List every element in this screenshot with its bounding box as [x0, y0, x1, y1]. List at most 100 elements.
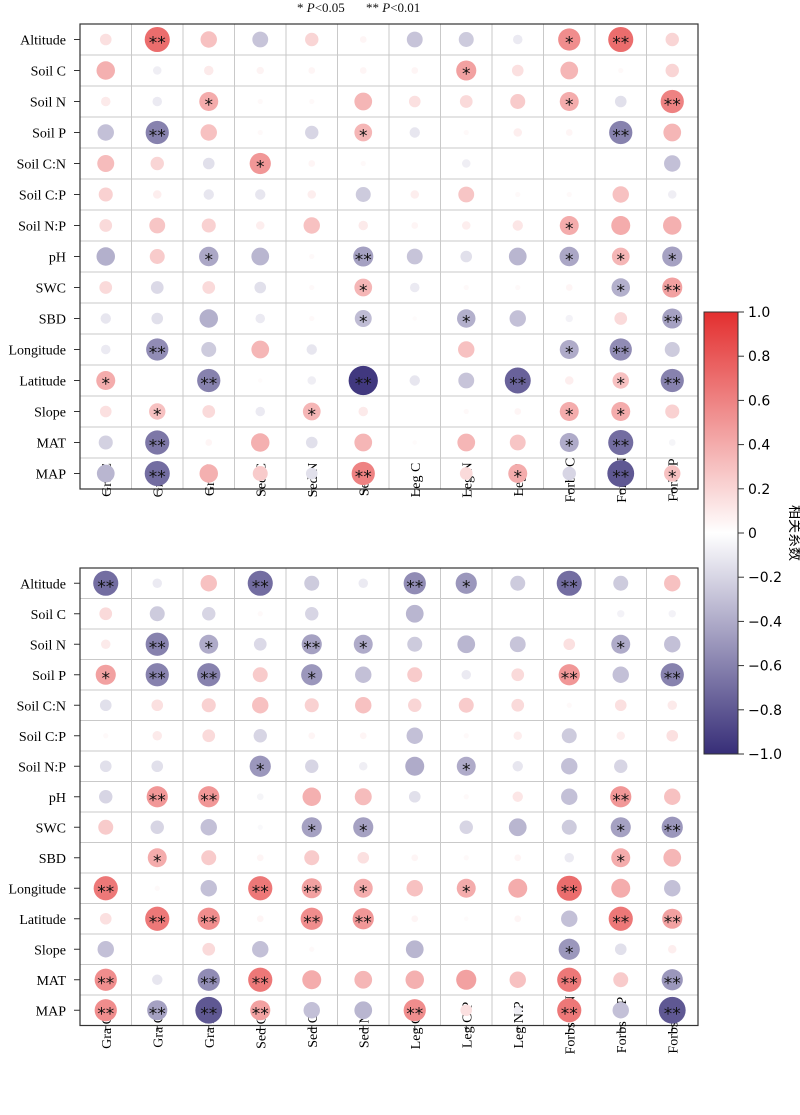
significance-mark: ** — [149, 669, 166, 689]
significance-mark: ** — [561, 882, 578, 902]
correlation-circle — [93, 876, 118, 901]
correlation-circle — [460, 1004, 473, 1017]
significance-mark: ** — [200, 1004, 217, 1024]
correlation-circle — [146, 786, 168, 808]
correlation-circle — [411, 222, 419, 229]
correlation-circle — [251, 340, 270, 359]
correlation-circle — [359, 36, 367, 43]
row-label: Soil C:N — [17, 158, 66, 173]
correlation-circle — [565, 129, 573, 136]
row-label: Soil P — [32, 669, 66, 684]
correlation-circle — [406, 727, 423, 744]
correlation-circle — [145, 430, 170, 455]
correlation-circle — [405, 970, 424, 989]
significance-mark: * — [205, 638, 214, 658]
significance-mark: ** — [303, 638, 320, 658]
correlation-circle — [405, 940, 424, 959]
correlation-circle — [458, 372, 475, 389]
correlation-circle — [200, 124, 217, 141]
correlation-circle — [151, 699, 164, 712]
colorbar-tick-label: −0.6 — [748, 659, 782, 675]
correlation-circle — [611, 634, 631, 654]
correlation-circle — [255, 313, 265, 324]
correlation-circle — [201, 698, 216, 713]
correlation-circle — [660, 89, 684, 114]
correlation-circle — [204, 65, 214, 76]
correlation-circle — [352, 908, 374, 930]
significance-mark: * — [668, 251, 677, 271]
heatmap-panel-2: Altitude Soil C Soil N Soil P Soil C:N Soil C… — [8, 567, 699, 1054]
correlation-circle — [510, 94, 526, 109]
correlation-circle — [514, 854, 522, 862]
correlation-circle — [564, 853, 574, 863]
correlation-circle — [556, 570, 582, 596]
significance-mark: * — [565, 406, 574, 426]
correlation-circle — [608, 906, 633, 931]
correlation-circle — [258, 378, 263, 383]
colorbar: 1.0 0.8 0.6 0.4 0.2 0 −0.2 −0.4 −0.6 −0.8 −1.0 相关系… — [703, 305, 800, 763]
correlation-circle — [99, 912, 112, 925]
colorbar-tick-label: 0.8 — [748, 349, 770, 365]
correlation-circle — [98, 819, 114, 835]
correlation-circle — [103, 733, 109, 739]
correlation-circle — [205, 439, 213, 446]
significance-mark: * — [617, 251, 626, 271]
significance-mark: ** — [664, 96, 681, 116]
correlation-circle — [98, 187, 113, 202]
correlation-circle — [611, 216, 631, 235]
correlation-circle — [512, 761, 523, 772]
correlation-circle — [460, 250, 473, 263]
significance-mark: * — [102, 375, 111, 395]
correlation-circle — [306, 344, 317, 355]
heatmap-panel-1: Altitude Soil C Soil N Soil P Soil C:N Soil C… — [8, 23, 699, 503]
row-label: Latitude — [19, 375, 66, 390]
correlation-circle — [617, 610, 625, 618]
correlation-circle — [93, 570, 119, 596]
correlation-circle — [145, 906, 170, 931]
row-label: Longitude — [8, 882, 66, 897]
significance-mark: * — [617, 638, 626, 658]
correlation-circle — [566, 191, 572, 198]
correlation-circle — [97, 155, 115, 172]
correlation-circle — [354, 970, 373, 989]
correlation-circle — [203, 189, 214, 200]
correlation-circle — [309, 253, 315, 260]
correlation-circle — [353, 817, 374, 838]
correlation-circle — [408, 790, 421, 803]
row-label: Latitude — [19, 913, 66, 928]
significance-mark: ** — [612, 468, 629, 488]
correlation-circle — [561, 758, 578, 775]
correlation-circle — [508, 818, 527, 837]
significance-mark: * — [359, 821, 368, 841]
correlation-circle — [145, 632, 169, 656]
correlation-circle — [457, 433, 476, 452]
correlation-circle — [355, 187, 371, 202]
significance-mark: * — [565, 437, 574, 457]
correlation-circle — [610, 786, 632, 808]
significance-mark: ** — [664, 1004, 681, 1024]
correlation-circle — [359, 732, 367, 740]
correlation-circle — [202, 405, 216, 418]
significance-mark: * — [565, 943, 574, 963]
correlation-circle — [152, 731, 162, 741]
correlation-circle — [664, 342, 680, 357]
correlation-circle — [202, 157, 215, 170]
significance-mark: ** — [149, 34, 166, 54]
correlation-circle — [463, 794, 469, 800]
correlation-circle — [94, 999, 117, 1022]
correlation-circle — [99, 790, 113, 804]
correlation-circle — [616, 731, 625, 740]
correlation-circle — [95, 664, 116, 685]
correlation-circle — [511, 64, 524, 77]
correlation-circle — [199, 464, 218, 483]
correlation-circle — [407, 636, 423, 652]
correlation-circle — [308, 67, 316, 74]
correlation-circle — [248, 876, 273, 901]
correlation-circle — [406, 880, 423, 897]
correlation-circle — [247, 570, 273, 596]
correlation-circle — [664, 575, 681, 592]
correlation-circle — [562, 466, 576, 481]
colorbar-tick-label: 0.2 — [748, 482, 770, 498]
correlation-circle — [147, 1000, 168, 1021]
